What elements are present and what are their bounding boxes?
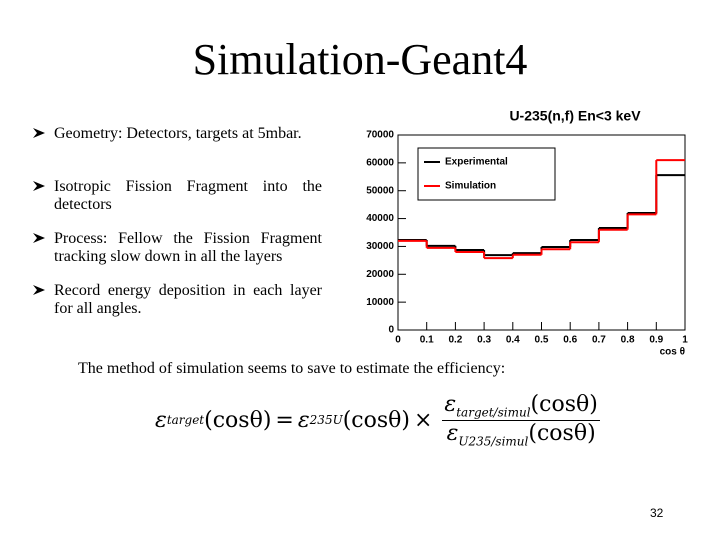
formula-text: (cosθ): [342, 407, 410, 433]
formula: ε target (cosθ) = ε 235U (cosθ) × εtarget/si…: [155, 388, 600, 452]
formula-symbol: ε: [444, 392, 457, 418]
slide-title: Simulation-Geant4: [192, 35, 528, 84]
chart-title: U-235(n,f) En<3 keV: [509, 108, 641, 124]
page-number: 32: [650, 506, 664, 520]
x-tick-label: 0.8: [621, 335, 635, 346]
x-axis-label: cos θ: [660, 347, 685, 358]
bullet: Record energy deposition in each layer f…: [54, 282, 322, 317]
caption: The method of simulation seems to save t…: [78, 360, 506, 377]
bullet-arrow: [33, 181, 45, 191]
formula-subscript: U235/simul: [458, 433, 529, 448]
x-tick-label: 1: [682, 335, 688, 346]
legend-label: Simulation: [445, 181, 496, 192]
x-tick-label: 0: [395, 335, 401, 346]
formula-subscript: target: [166, 413, 205, 427]
bullet-arrow: [33, 233, 45, 243]
formula-operator: ×: [413, 407, 433, 433]
y-tick-label: 10000: [366, 297, 394, 308]
x-tick-label: 0.7: [592, 335, 606, 346]
bullet: Geometry: Detectors, targets at 5mbar.: [54, 125, 302, 142]
formula-text: (cosθ): [528, 420, 596, 446]
legend-label: Experimental: [445, 157, 508, 168]
legend-box: [417, 147, 556, 201]
x-tick-label: 0.1: [420, 335, 434, 346]
y-tick-label: 40000: [366, 213, 394, 224]
bullet: Isotropic Fission Fragment into the dete…: [54, 178, 322, 213]
x-tick-label: 0.3: [477, 335, 491, 346]
formula-subscript: 235U: [309, 413, 343, 427]
bullet-arrow: [33, 285, 45, 295]
x-tick-label: 0.4: [506, 335, 520, 346]
y-tick-label: 0: [388, 325, 394, 336]
y-tick-label: 50000: [366, 185, 394, 196]
formula-denominator: εU235/simul(cosθ): [447, 421, 596, 448]
x-tick-label: 0.6: [563, 335, 577, 346]
x-tick-label: 0.2: [448, 335, 462, 346]
formula-numerator: εtarget/simul(cosθ): [442, 392, 600, 421]
formula-symbol: ε: [446, 420, 459, 446]
formula-text: (cosθ): [204, 407, 272, 433]
x-tick-label: 0.5: [535, 335, 549, 346]
y-tick-label: 20000: [366, 269, 394, 280]
formula-subscript: target/simul: [456, 405, 531, 420]
y-tick-label: 60000: [366, 157, 394, 168]
formula-text: (cosθ): [530, 392, 598, 418]
x-tick-label: 0.9: [649, 335, 663, 346]
formula-fraction: εtarget/simul(cosθ) εU235/simul(cosθ): [442, 392, 600, 448]
formula-symbol: ε: [297, 407, 310, 433]
bullet-arrow: [33, 128, 45, 138]
formula-operator: =: [275, 407, 294, 433]
y-tick-label: 70000: [366, 130, 394, 141]
y-tick-label: 30000: [366, 241, 394, 252]
bullet: Process: Fellow the Fission Fragment tra…: [54, 230, 322, 265]
chart: U-235(n,f) En<3 keV 0 10000 20000 30000 40000…: [366, 108, 688, 358]
formula-symbol: ε: [155, 407, 167, 433]
